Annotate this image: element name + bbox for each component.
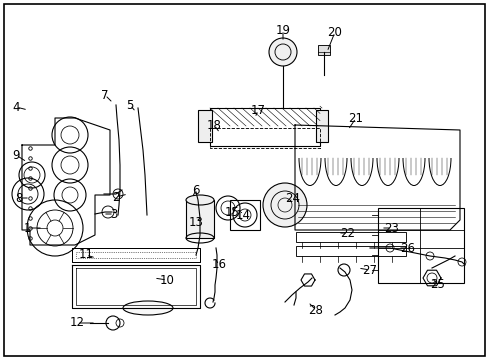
Bar: [315, 110, 327, 142]
Text: 19: 19: [275, 23, 290, 36]
Text: 8: 8: [15, 192, 22, 204]
Circle shape: [263, 183, 306, 227]
Text: 12: 12: [69, 316, 84, 329]
Text: 1: 1: [23, 221, 31, 234]
Text: 16: 16: [211, 258, 226, 271]
Text: 4: 4: [12, 100, 20, 113]
Ellipse shape: [185, 195, 214, 205]
Text: 24: 24: [285, 192, 300, 204]
Text: 9: 9: [12, 149, 20, 162]
Text: 23: 23: [384, 221, 399, 234]
Text: 17: 17: [250, 104, 265, 117]
Text: 21: 21: [348, 112, 363, 125]
Text: 13: 13: [188, 216, 203, 229]
Bar: [185, 200, 214, 238]
Text: 11: 11: [79, 248, 93, 261]
Text: 10: 10: [159, 274, 174, 287]
Text: 26: 26: [400, 242, 415, 255]
Bar: [229, 200, 260, 230]
Bar: [295, 246, 405, 256]
Ellipse shape: [123, 301, 173, 315]
Bar: [317, 45, 329, 55]
Text: 5: 5: [126, 99, 133, 112]
Text: 27: 27: [362, 264, 377, 276]
Circle shape: [268, 38, 296, 66]
Text: 6: 6: [192, 184, 199, 197]
Text: 20: 20: [327, 26, 342, 39]
Text: 2: 2: [112, 190, 120, 203]
Text: 15: 15: [224, 206, 239, 219]
Text: 22: 22: [340, 226, 355, 239]
Bar: [377, 208, 463, 283]
Text: 25: 25: [429, 279, 445, 292]
Text: 18: 18: [206, 118, 221, 131]
Bar: [295, 232, 405, 242]
Text: 3: 3: [110, 207, 118, 220]
Text: 7: 7: [101, 89, 108, 102]
Text: 14: 14: [235, 208, 250, 221]
Bar: [198, 110, 212, 142]
Bar: [209, 108, 319, 146]
Text: 28: 28: [308, 303, 323, 316]
